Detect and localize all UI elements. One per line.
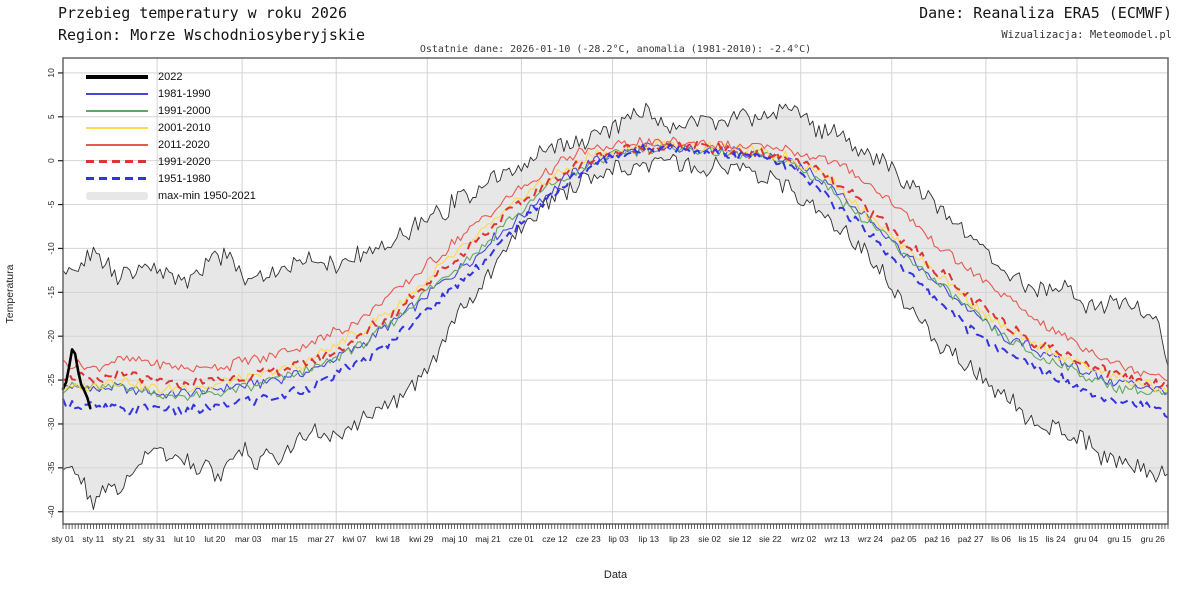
series-1991-2020 bbox=[62, 139, 1169, 391]
x-tick-label: paź 16 bbox=[925, 534, 951, 544]
legend-label: 1991-2020 bbox=[158, 155, 211, 168]
legend-swatch-band bbox=[86, 191, 148, 200]
legend-label: 1991-2000 bbox=[158, 104, 211, 117]
legend-item: 1981-1990 bbox=[86, 85, 256, 102]
legend-label: 2001-2010 bbox=[158, 121, 211, 134]
y-axis-label: Temperatura bbox=[4, 264, 16, 324]
x-tick-label: mar 03 bbox=[235, 534, 262, 544]
series-1951-1980 bbox=[62, 143, 1169, 419]
band-min-line bbox=[62, 153, 1169, 510]
x-tick-label: kwi 29 bbox=[409, 534, 433, 544]
x-tick-label: paź 27 bbox=[958, 534, 984, 544]
y-tick-label: -15 bbox=[46, 286, 56, 299]
x-tick-label: wrz 13 bbox=[824, 534, 850, 544]
legend-item: 2022 bbox=[86, 68, 256, 85]
legend-swatch-dash bbox=[86, 160, 148, 163]
y-tick-label: -35 bbox=[46, 461, 56, 474]
x-tick-label: lis 15 bbox=[1018, 534, 1038, 544]
y-tick-label: -10 bbox=[46, 242, 56, 255]
data-source-label: Dane: Reanaliza ERA5 (ECMWF) bbox=[919, 4, 1172, 22]
legend-swatch-line bbox=[86, 143, 148, 146]
x-tick-label: gru 26 bbox=[1141, 534, 1165, 544]
x-tick-label: mar 27 bbox=[308, 534, 335, 544]
x-tick-label: sie 02 bbox=[698, 534, 721, 544]
legend-label: 2011-2020 bbox=[158, 138, 210, 151]
x-tick-label: sie 22 bbox=[759, 534, 782, 544]
chart-legend: 2022 1981-1990 1991-2000 2001-2010 2011-2020… bbox=[86, 68, 256, 204]
x-tick-label: lis 24 bbox=[1046, 534, 1066, 544]
band-max-line bbox=[62, 102, 1169, 367]
x-tick-label: lut 20 bbox=[204, 534, 225, 544]
x-tick-label: kwi 07 bbox=[342, 534, 366, 544]
legend-item: 1991-2020 bbox=[86, 153, 256, 170]
region-subtitle: Region: Morze Wschodniosyberyjskie bbox=[58, 26, 366, 44]
legend-swatch-line bbox=[86, 74, 148, 79]
legend-swatch-line bbox=[86, 109, 148, 112]
x-tick-label: wrz 02 bbox=[790, 534, 816, 544]
x-tick-label: gru 15 bbox=[1107, 534, 1131, 544]
x-tick-label: kwi 18 bbox=[376, 534, 400, 544]
x-tick-label: lip 03 bbox=[608, 534, 629, 544]
y-tick-label: -25 bbox=[46, 374, 56, 387]
x-tick-label: sie 12 bbox=[729, 534, 752, 544]
y-tick-label: 0 bbox=[46, 158, 56, 163]
legend-swatch-line bbox=[86, 126, 148, 129]
x-tick-label: cze 23 bbox=[576, 534, 601, 544]
x-tick-label: lis 06 bbox=[991, 534, 1011, 544]
series-2011-2020 bbox=[62, 136, 1169, 382]
x-tick-label: maj 10 bbox=[442, 534, 468, 544]
x-tick-label: gru 04 bbox=[1074, 534, 1098, 544]
x-tick-label: sty 01 bbox=[52, 534, 75, 544]
legend-item: 1951-1980 bbox=[86, 170, 256, 187]
series-1991-2000 bbox=[62, 141, 1169, 401]
x-axis-label: Data bbox=[603, 569, 628, 581]
x-tick-label: wrz 24 bbox=[857, 534, 883, 544]
x-tick-label: lip 23 bbox=[669, 534, 690, 544]
x-tick-label: lip 13 bbox=[639, 534, 660, 544]
y-tick-label: -40 bbox=[46, 505, 56, 518]
legend-label: 1951-1980 bbox=[158, 172, 211, 185]
legend-label: 1981-1990 bbox=[158, 87, 211, 100]
legend-item: max-min 1950-2021 bbox=[86, 187, 256, 204]
y-tick-label: 10 bbox=[46, 68, 56, 78]
legend-label: 2022 bbox=[158, 70, 183, 83]
x-tick-label: lut 10 bbox=[174, 534, 195, 544]
y-tick-label: -5 bbox=[46, 201, 56, 209]
legend-label: max-min 1950-2021 bbox=[158, 189, 256, 202]
legend-swatch-dash bbox=[86, 177, 148, 180]
legend-item: 2001-2010 bbox=[86, 119, 256, 136]
x-tick-label: sty 11 bbox=[82, 534, 104, 544]
y-tick-label: -30 bbox=[46, 418, 56, 431]
x-tick-label: paź 05 bbox=[891, 534, 917, 544]
series-2001-2010 bbox=[62, 139, 1169, 394]
x-tick-label: sty 21 bbox=[112, 534, 135, 544]
page-title: Przebieg temperatury w roku 2026 bbox=[58, 4, 347, 22]
legend-item: 2011-2020 bbox=[86, 136, 256, 153]
x-tick-label: cze 01 bbox=[509, 534, 534, 544]
legend-swatch-line bbox=[86, 92, 148, 95]
x-tick-label: sty 31 bbox=[143, 534, 166, 544]
x-tick-label: mar 15 bbox=[271, 534, 298, 544]
x-tick-label: cze 12 bbox=[542, 534, 567, 544]
legend-item: 1991-2000 bbox=[86, 102, 256, 119]
last-data-annotation: Ostatnie dane: 2026-01-10 (-28.2°C, anom… bbox=[419, 44, 812, 55]
y-tick-label: 5 bbox=[46, 114, 56, 119]
x-tick-label: maj 21 bbox=[475, 534, 501, 544]
series-current-year bbox=[61, 348, 92, 410]
y-tick-label: -20 bbox=[46, 330, 56, 343]
visualization-credit: Wizualizacja: Meteomodel.pl bbox=[1001, 29, 1172, 41]
